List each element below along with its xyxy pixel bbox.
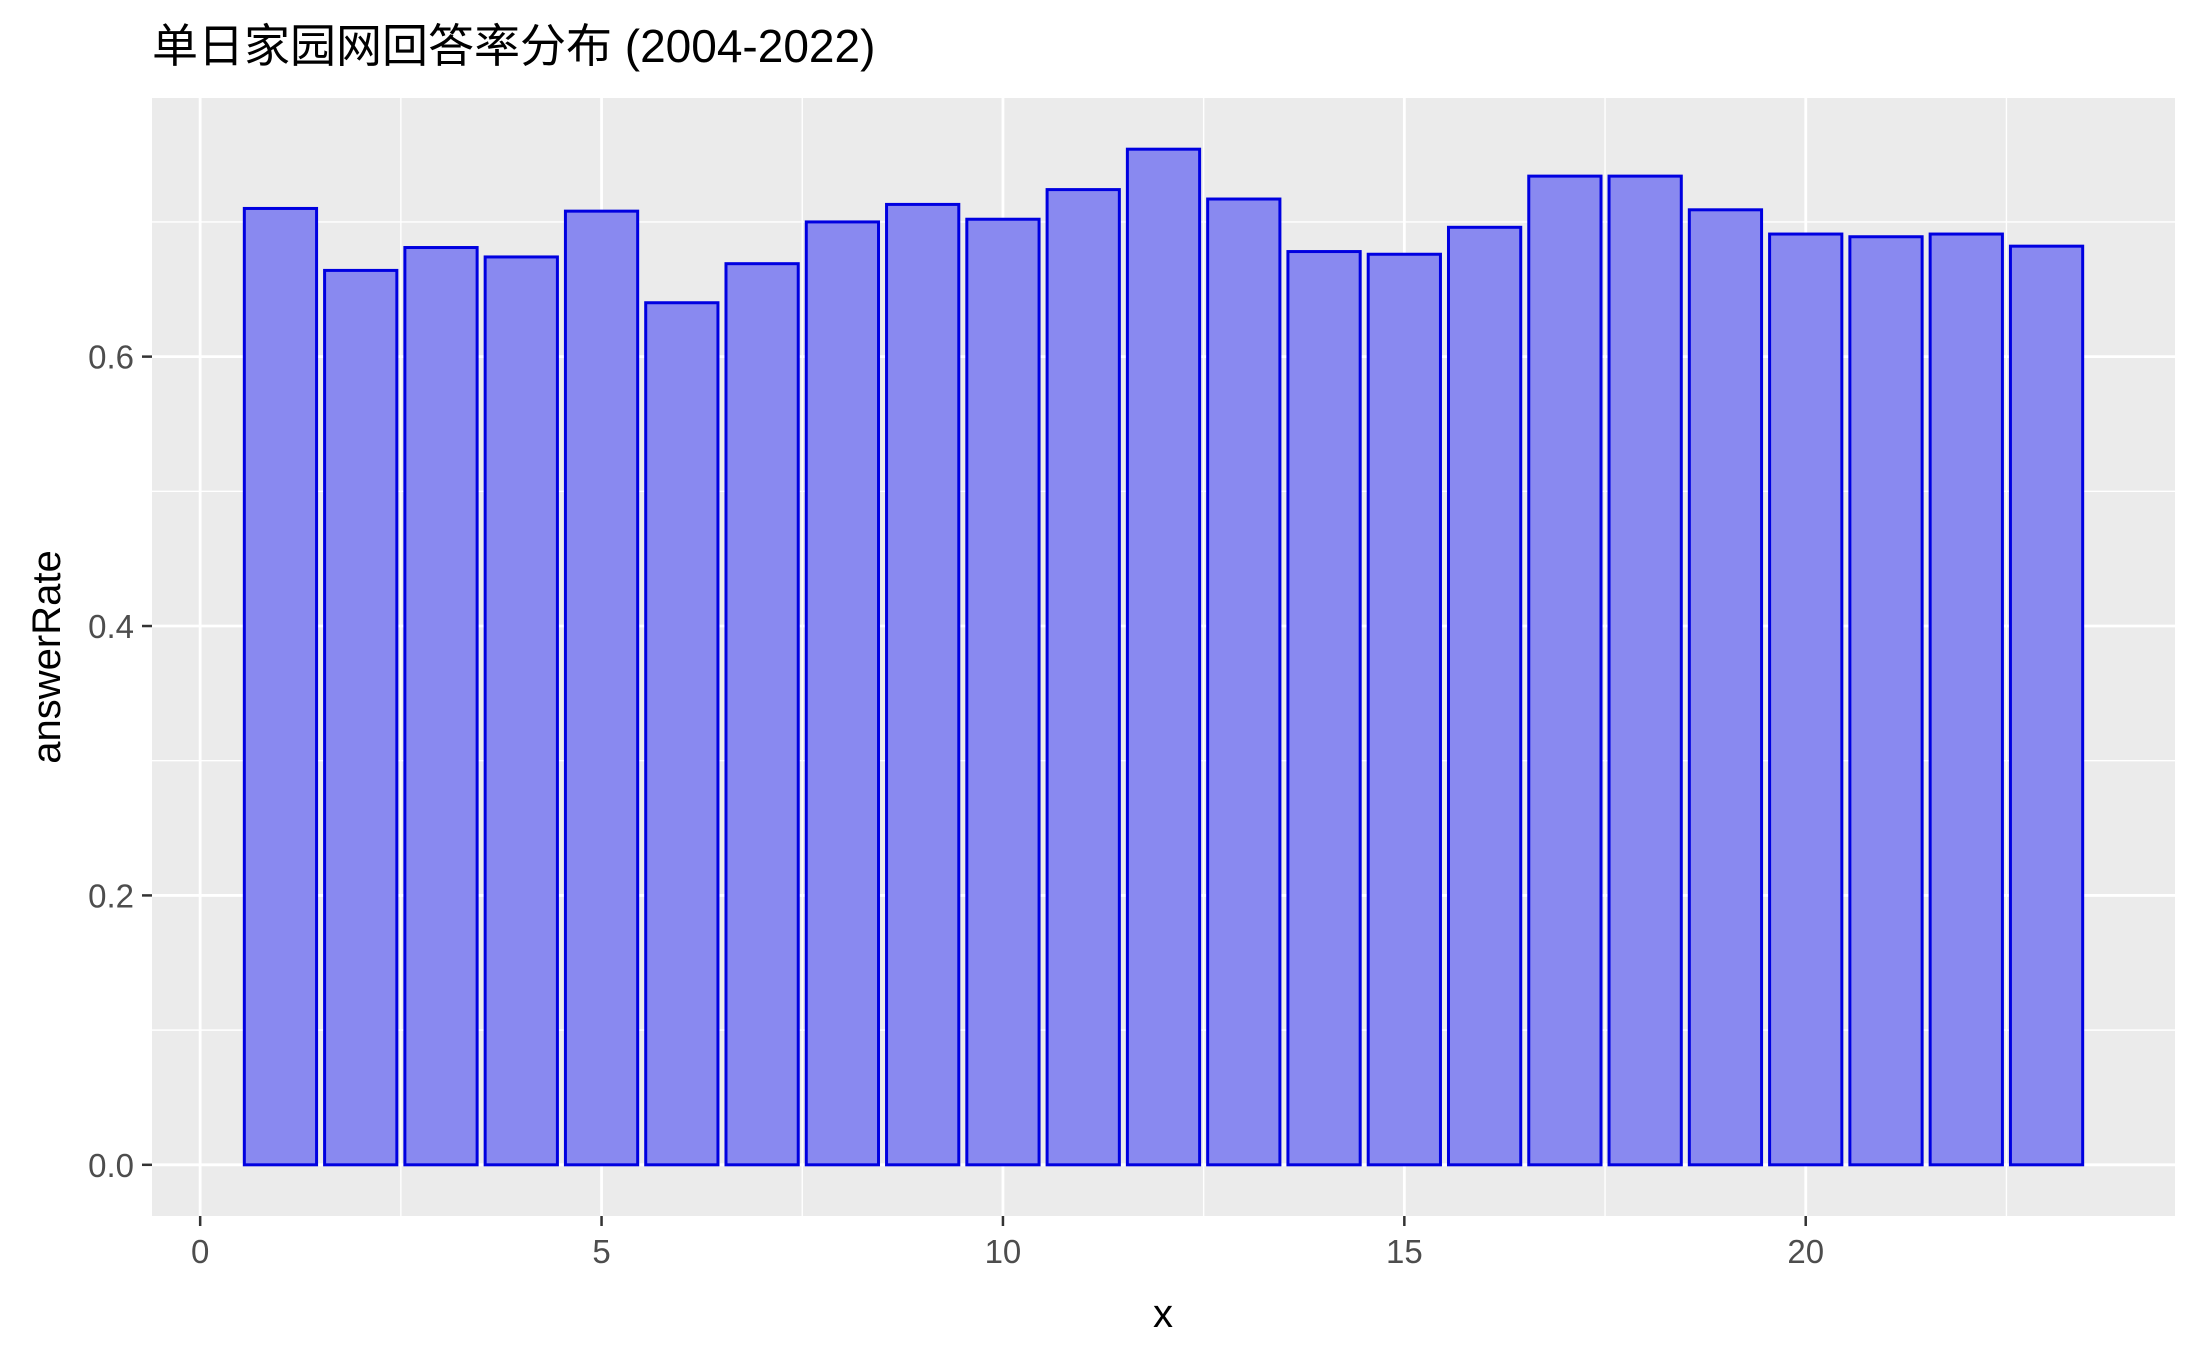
- bar-2: [323, 268, 399, 1167]
- y-tick-label: 0.4: [88, 608, 134, 645]
- bar-19: [1687, 208, 1764, 1167]
- bar-15: [1366, 252, 1442, 1167]
- x-tick-label: 20: [1787, 1233, 1824, 1270]
- bar-7: [724, 262, 800, 1167]
- x-tick-label: 0: [191, 1233, 209, 1270]
- bar-4: [483, 255, 559, 1167]
- bar-9: [885, 202, 961, 1167]
- y-tick-label: 0.6: [88, 339, 134, 376]
- bar-20: [1768, 232, 1844, 1167]
- bar-12: [1125, 147, 1202, 1167]
- bar-18: [1607, 174, 1683, 1167]
- bar-5: [563, 209, 640, 1167]
- bar-6: [644, 301, 720, 1167]
- x-axis: 0 5 10 15 20: [191, 1216, 1824, 1270]
- bar-11: [1045, 188, 1121, 1167]
- y-tick-label: 0.2: [88, 877, 134, 914]
- y-axis-title: answerRate: [25, 550, 69, 763]
- x-tick-label: 5: [592, 1233, 610, 1270]
- bar-23: [2008, 244, 2085, 1167]
- bars: [242, 147, 2085, 1167]
- y-axis: 0.0 0.2 0.4 0.6: [88, 339, 152, 1184]
- x-tick-label: 10: [985, 1233, 1022, 1270]
- x-axis-title: x: [1153, 1292, 1173, 1336]
- bar-22: [1928, 232, 2004, 1167]
- y-tick-label: 0.0: [88, 1147, 134, 1184]
- bar-3: [403, 246, 479, 1167]
- bar-1: [242, 206, 319, 1167]
- bar-21: [1848, 235, 1924, 1167]
- bar-17: [1527, 174, 1603, 1167]
- bar-13: [1206, 197, 1282, 1167]
- chart-title: 单日家园网回答率分布 (2004-2022): [152, 20, 875, 72]
- x-tick-label: 15: [1386, 1233, 1423, 1270]
- bar-16: [1446, 225, 1523, 1167]
- bar-8: [804, 220, 881, 1167]
- bar-14: [1286, 250, 1362, 1167]
- bar-10: [965, 217, 1041, 1167]
